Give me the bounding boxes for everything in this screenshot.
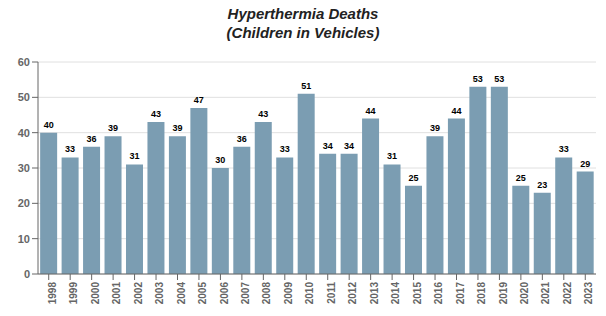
svg-text:2005: 2005 — [197, 282, 208, 305]
svg-text:2014: 2014 — [390, 282, 401, 305]
svg-text:2000: 2000 — [90, 282, 101, 305]
svg-text:2002: 2002 — [133, 282, 144, 305]
svg-text:34: 34 — [344, 141, 354, 151]
svg-text:47: 47 — [194, 95, 204, 105]
svg-text:53: 53 — [494, 74, 504, 84]
svg-text:60: 60 — [18, 56, 30, 68]
svg-text:33: 33 — [559, 144, 569, 154]
html-text:(Children in Vehicles): (Children in Vehicles) — [226, 24, 380, 41]
svg-text:10: 10 — [18, 233, 30, 245]
svg-text:31: 31 — [129, 151, 139, 161]
svg-text:2012: 2012 — [347, 282, 358, 305]
svg-text:1999: 1999 — [68, 282, 79, 305]
svg-text:25: 25 — [516, 173, 526, 183]
svg-text:33: 33 — [280, 144, 290, 154]
svg-text:20: 20 — [18, 197, 30, 209]
svg-text:2007: 2007 — [240, 282, 251, 305]
svg-text:40: 40 — [18, 127, 30, 139]
svg-text:2019: 2019 — [498, 282, 509, 305]
svg-text:36: 36 — [87, 134, 97, 144]
svg-text:2010: 2010 — [304, 282, 315, 305]
svg-text:30: 30 — [215, 155, 225, 165]
svg-text:2013: 2013 — [369, 282, 380, 305]
svg-text:2020: 2020 — [519, 282, 530, 305]
svg-text:44: 44 — [366, 106, 376, 116]
svg-text:30: 30 — [18, 162, 30, 174]
svg-text:50: 50 — [18, 91, 30, 103]
svg-text:23: 23 — [537, 180, 547, 190]
svg-text:0: 0 — [24, 268, 30, 280]
svg-text:51: 51 — [301, 81, 311, 91]
svg-text:2018: 2018 — [476, 282, 487, 305]
svg-text:2006: 2006 — [219, 282, 230, 305]
svg-text:2009: 2009 — [283, 282, 294, 305]
svg-text:2003: 2003 — [154, 282, 165, 305]
svg-text:34: 34 — [323, 141, 333, 151]
svg-text:2004: 2004 — [176, 282, 187, 305]
svg-text:2017: 2017 — [455, 282, 466, 305]
svg-text:25: 25 — [408, 173, 418, 183]
svg-text:36: 36 — [237, 134, 247, 144]
svg-text:2011: 2011 — [326, 282, 337, 304]
svg-text:2022: 2022 — [562, 282, 573, 305]
svg-text:2015: 2015 — [412, 282, 423, 305]
svg-text:43: 43 — [258, 109, 268, 119]
svg-text:39: 39 — [108, 123, 118, 133]
svg-text:29: 29 — [580, 159, 590, 169]
svg-text:40: 40 — [44, 120, 54, 130]
svg-text:44: 44 — [451, 106, 461, 116]
svg-text:2023: 2023 — [583, 282, 594, 305]
svg-text:53: 53 — [473, 74, 483, 84]
html-text:Hyperthermia Deaths: Hyperthermia Deaths — [227, 5, 379, 22]
svg-text:2001: 2001 — [111, 282, 122, 305]
svg-text:31: 31 — [387, 151, 397, 161]
svg-text:39: 39 — [430, 123, 440, 133]
svg-text:2008: 2008 — [261, 282, 272, 305]
svg-text:33: 33 — [65, 144, 75, 154]
svg-text:2021: 2021 — [540, 282, 551, 305]
svg-text:1998: 1998 — [47, 282, 58, 305]
svg-text:43: 43 — [151, 109, 161, 119]
svg-text:39: 39 — [172, 123, 182, 133]
svg-text:2016: 2016 — [433, 282, 444, 305]
